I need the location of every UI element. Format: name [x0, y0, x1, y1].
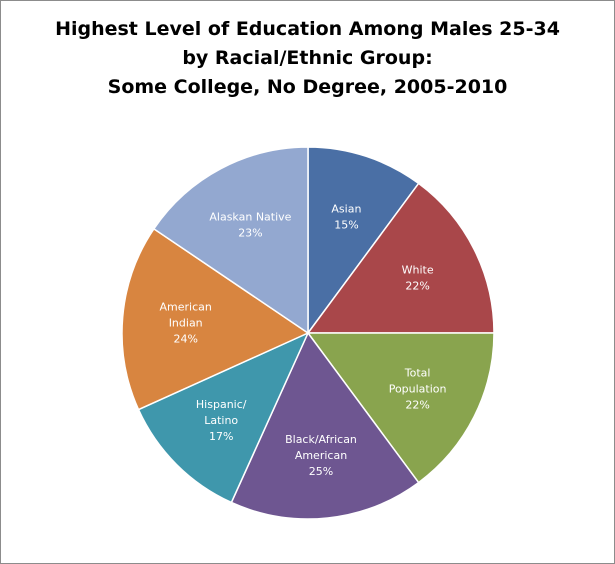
pie-slice-black-african-american	[230, 331, 420, 520]
pie-slice-hispanic-latino	[137, 331, 310, 504]
pie-slice-total-population	[306, 332, 495, 484]
pie-slice-white	[306, 182, 495, 334]
slice-label-alaskan-native: Alaskan Native 23%	[209, 211, 291, 240]
slice-value-total-population: 22%	[405, 398, 429, 411]
chart-title-line-2: by Racial/Ethnic Group:	[182, 47, 433, 69]
slice-label-hispanic-latino: Hispanic/Latino 17%	[196, 398, 247, 443]
slice-value-hispanic-latino: 17%	[209, 430, 233, 443]
slice-name-hispanic-latino: Hispanic/Latino	[196, 398, 247, 427]
slice-name-asian: Asian	[331, 202, 361, 215]
slice-value-alaskan-native: 23%	[238, 227, 262, 240]
slice-value-black-african-american: 25%	[309, 465, 333, 478]
slice-label-white: White 22%	[402, 264, 434, 293]
slice-name-american-indian: American Indian	[160, 301, 212, 330]
slice-label-total-population: Total Population 22%	[389, 366, 447, 411]
slice-value-asian: 15%	[334, 218, 358, 231]
slice-name-total-population: Total Population	[389, 366, 447, 395]
slice-name-alaskan-native: Alaskan Native	[209, 211, 291, 224]
slice-name-white: White	[402, 264, 434, 277]
slice-name-black-african-american: Black/African American	[285, 433, 357, 462]
pie-slice-alaskan-native	[152, 146, 309, 335]
slice-label-black-african-american: Black/African American 25%	[285, 433, 357, 478]
slice-value-white: 22%	[405, 280, 429, 293]
pie-slice-asian	[307, 146, 420, 336]
chart-title-line-1: Highest Level of Education Among Males 2…	[55, 18, 560, 40]
slice-label-american-indian: American Indian 24%	[160, 301, 212, 346]
chart-title: Highest Level of Education Among Males 2…	[1, 15, 614, 102]
pie-slice-american-indian	[121, 227, 310, 411]
slice-label-asian: Asian 15%	[331, 202, 361, 231]
slice-value-american-indian: 24%	[173, 333, 197, 346]
chart-title-line-3: Some College, No Degree, 2005-2010	[107, 76, 508, 98]
